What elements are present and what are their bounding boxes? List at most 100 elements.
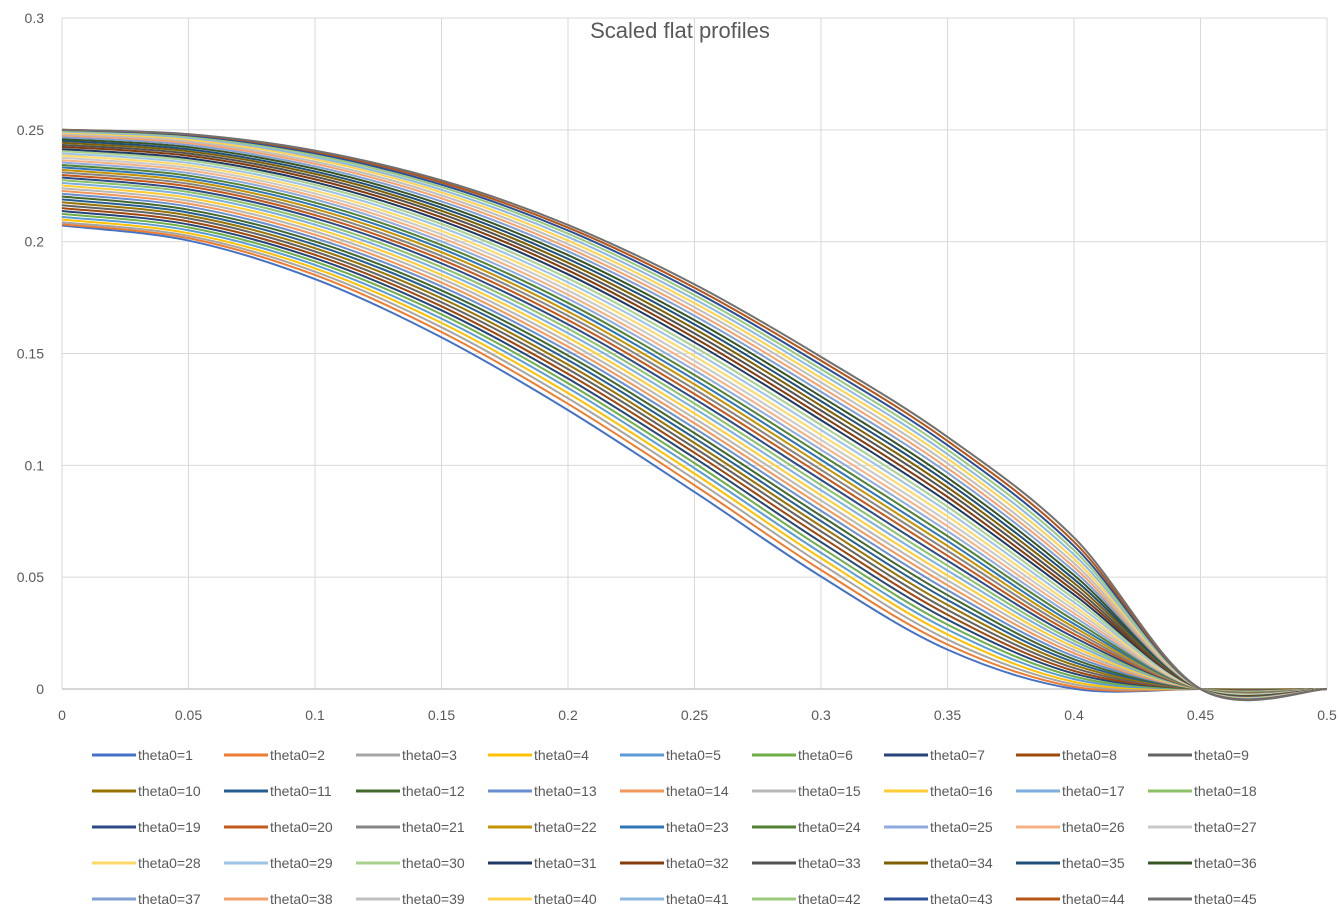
x-tick-label: 0 — [58, 707, 66, 723]
series-line-32 — [61, 145, 1328, 698]
legend-item: theta0=31 — [488, 855, 597, 871]
series-line-14 — [61, 189, 1328, 693]
series-line-38 — [61, 134, 1328, 700]
x-tick-labels: 0 0.05 0.1 0.15 0.2 0.25 0.3 0.35 0.4 0.45 0.5 — [58, 707, 1337, 723]
legend-item: theta0=8 — [1016, 747, 1117, 763]
series-line-37 — [61, 136, 1328, 699]
legend-label: theta0=29 — [270, 855, 333, 871]
series-line-27 — [61, 156, 1328, 696]
legend-item: theta0=36 — [1148, 855, 1257, 871]
legend-label: theta0=19 — [138, 819, 201, 835]
legend-item: theta0=30 — [356, 855, 465, 871]
legend-item: theta0=9 — [1148, 747, 1249, 763]
legend-label: theta0=7 — [930, 747, 985, 763]
x-tick-label: 0.2 — [558, 707, 578, 723]
series-line-21 — [61, 171, 1328, 695]
series-line-29 — [61, 152, 1328, 697]
legend-item: theta0=7 — [884, 747, 985, 763]
legend-label: theta0=33 — [798, 855, 861, 871]
legend-item: theta0=10 — [92, 783, 201, 799]
series-line-7 — [61, 210, 1328, 692]
x-tick-label: 0.1 — [305, 707, 325, 723]
legend-label: theta0=2 — [270, 747, 325, 763]
legend-item: theta0=40 — [488, 891, 597, 907]
series-line-1 — [61, 224, 1328, 693]
y-tick-label: 0.3 — [25, 10, 45, 26]
legend-label: theta0=18 — [1194, 783, 1257, 799]
legend-item: theta0=24 — [752, 819, 861, 835]
x-tick-label: 0.4 — [1064, 707, 1084, 723]
y-tick-label: 0 — [36, 681, 44, 697]
legend-item: theta0=21 — [356, 819, 465, 835]
legend-item: theta0=41 — [620, 891, 729, 907]
legend-item: theta0=34 — [884, 855, 993, 871]
series-line-9 — [61, 204, 1328, 692]
legend-item: theta0=18 — [1148, 783, 1257, 799]
legend-label: theta0=32 — [666, 855, 729, 871]
legend-label: theta0=38 — [270, 891, 333, 907]
series-line-6 — [61, 212, 1328, 691]
legend-label: theta0=31 — [534, 855, 597, 871]
legend-item: theta0=33 — [752, 855, 861, 871]
legend-label: theta0=41 — [666, 891, 729, 907]
series-line-12 — [61, 195, 1328, 693]
series-line-18 — [61, 179, 1328, 694]
series-line-23 — [61, 166, 1328, 695]
series-line-30 — [61, 150, 1328, 697]
legend-label: theta0=45 — [1194, 891, 1257, 907]
series-line-15 — [61, 187, 1328, 693]
legend-label: theta0=39 — [402, 891, 465, 907]
x-tick-label: 0.45 — [1187, 707, 1214, 723]
series-line-3 — [61, 221, 1328, 691]
y-tick-label: 0.1 — [25, 457, 45, 473]
series-line-22 — [61, 168, 1328, 695]
legend-label: theta0=44 — [1062, 891, 1125, 907]
legend-item: theta0=16 — [884, 783, 993, 799]
series-line-42 — [61, 129, 1328, 701]
x-tick-label: 0.3 — [811, 707, 831, 723]
x-tick-label: 0.25 — [681, 707, 708, 723]
legend-label: theta0=14 — [666, 783, 729, 799]
legend-label: theta0=12 — [402, 783, 465, 799]
series-line-5 — [61, 215, 1328, 691]
legend-label: theta0=26 — [1062, 819, 1125, 835]
legend-item: theta0=26 — [1016, 819, 1125, 835]
series-line-28 — [61, 154, 1328, 697]
legend-item: theta0=17 — [1016, 783, 1125, 799]
legend: theta0=1 theta0=2 theta0=3 theta0=4 theta0=5… — [92, 747, 1257, 907]
legend-label: theta0=37 — [138, 891, 201, 907]
legend-label: theta0=30 — [402, 855, 465, 871]
legend-item: theta0=43 — [884, 891, 993, 907]
legend-label: theta0=13 — [534, 783, 597, 799]
legend-label: theta0=6 — [798, 747, 853, 763]
legend-label: theta0=27 — [1194, 819, 1257, 835]
series-line-34 — [61, 141, 1328, 698]
series-line-8 — [61, 207, 1328, 692]
legend-label: theta0=42 — [798, 891, 861, 907]
x-tick-label: 0.05 — [175, 707, 202, 723]
legend-label: theta0=22 — [534, 819, 597, 835]
legend-item: theta0=2 — [224, 747, 325, 763]
series-line-24 — [61, 163, 1328, 696]
y-tick-label: 0.25 — [17, 122, 44, 138]
series-line-20 — [61, 174, 1328, 695]
legend-label: theta0=28 — [138, 855, 201, 871]
legend-label: theta0=9 — [1194, 747, 1249, 763]
legend-item: theta0=32 — [620, 855, 729, 871]
legend-label: theta0=21 — [402, 819, 465, 835]
series-line-31 — [61, 148, 1328, 697]
x-tick-label: 0.15 — [428, 707, 455, 723]
series-line-43 — [61, 128, 1328, 701]
series-line-2 — [61, 223, 1328, 692]
legend-item: theta0=23 — [620, 819, 729, 835]
legend-item: theta0=6 — [752, 747, 853, 763]
y-tick-label: 0.2 — [25, 234, 45, 250]
legend-item: theta0=29 — [224, 855, 333, 871]
legend-item: theta0=20 — [224, 819, 333, 835]
series-line-33 — [61, 143, 1328, 698]
chart-title: Scaled flat profiles — [590, 18, 770, 43]
legend-label: theta0=11 — [270, 783, 332, 799]
legend-item: theta0=19 — [92, 819, 201, 835]
legend-label: theta0=8 — [1062, 747, 1117, 763]
